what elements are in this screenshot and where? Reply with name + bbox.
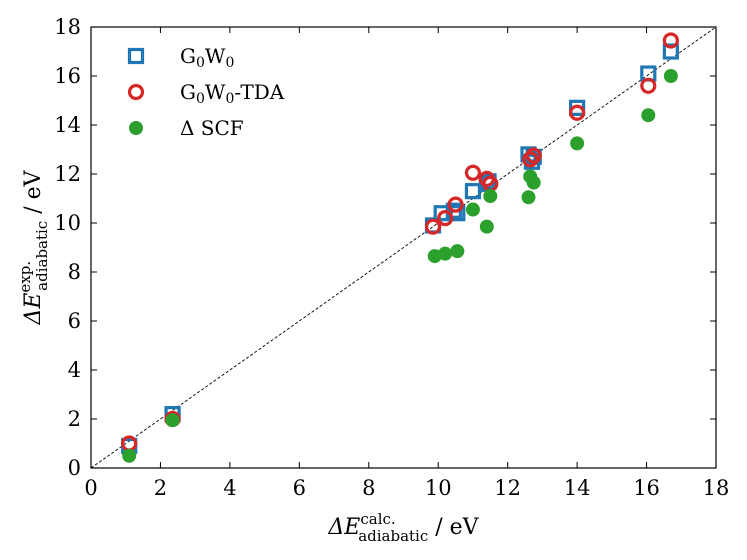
y-tick-label: 0 (68, 456, 81, 480)
data-point (641, 108, 656, 123)
y-tick-label: 10 (54, 211, 81, 235)
data-point (465, 202, 480, 217)
y-tick-label: 6 (68, 309, 81, 333)
data-point (662, 43, 679, 60)
plot-frame (90, 26, 717, 469)
y-tick-label: 4 (68, 358, 81, 382)
data-point (122, 448, 137, 463)
legend-label: Δ SCF (180, 116, 244, 140)
data-points-layer (121, 32, 679, 463)
data-point (165, 413, 180, 428)
series-0 (121, 43, 679, 455)
legend-label: G0W0-TDA (180, 80, 285, 107)
data-point (521, 190, 536, 205)
data-point (663, 69, 678, 83)
y-tick-label: 16 (54, 64, 81, 88)
x-tick-label: 2 (154, 476, 167, 500)
legend-marker (127, 83, 145, 101)
x-tick-label: 6 (293, 476, 306, 500)
data-point (464, 164, 482, 181)
x-tick-label: 12 (494, 476, 521, 500)
data-point (438, 246, 453, 261)
x-axis-label: ΔEcalc. adiabatic / eV (327, 510, 479, 545)
reference-line-y-equals-x (90, 26, 717, 469)
data-point (447, 196, 464, 213)
data-point (570, 136, 585, 151)
y-tick-label: 18 (54, 15, 81, 39)
y-axis-label: ΔEexp.adiabatic / eV (16, 169, 51, 325)
y-tick-label: 2 (68, 407, 81, 431)
legend-marker (129, 121, 143, 135)
data-point (525, 147, 542, 164)
series-2 (122, 69, 678, 463)
y-tick-label: 14 (54, 113, 81, 137)
data-point (526, 175, 541, 190)
x-tick-label: 0 (84, 476, 97, 500)
axis-label-text: ΔEcalc. adiabatic / eV (327, 510, 479, 545)
legend: G0W0 G0W0-TDA Δ SCF (127, 44, 285, 140)
legend-marker (127, 47, 145, 65)
data-point (424, 218, 442, 235)
legend-label: G0W0 (180, 44, 234, 71)
data-point (479, 219, 494, 234)
x-tick-label: 8 (362, 476, 375, 500)
data-point (569, 99, 586, 116)
reference-line-layer (90, 26, 717, 469)
x-tick-label: 4 (223, 476, 236, 500)
data-point (569, 104, 586, 121)
axis-label-text: ΔEexp.adiabatic / eV (16, 169, 51, 325)
data-point (522, 151, 539, 168)
data-point (662, 32, 679, 49)
x-tick-label: 14 (564, 476, 591, 500)
legend-item-0: G0W0 (127, 44, 234, 71)
x-tick-label: 10 (425, 476, 452, 500)
y-tick-label: 12 (54, 162, 81, 186)
axis-ticks-layer: 0 2 4 6 8 10 12 14 16 18 0 2 4 6 8 10 12 14 16 18 (54, 15, 729, 500)
data-point (483, 189, 498, 204)
x-tick-label: 18 (703, 476, 730, 500)
y-tick-label: 8 (68, 260, 81, 284)
data-point (437, 210, 454, 227)
data-point (450, 244, 465, 259)
data-point (640, 77, 657, 94)
legend-item-2: Δ SCF (129, 116, 244, 140)
x-tick-label: 16 (633, 476, 660, 500)
legend-item-1: G0W0-TDA (127, 80, 285, 107)
